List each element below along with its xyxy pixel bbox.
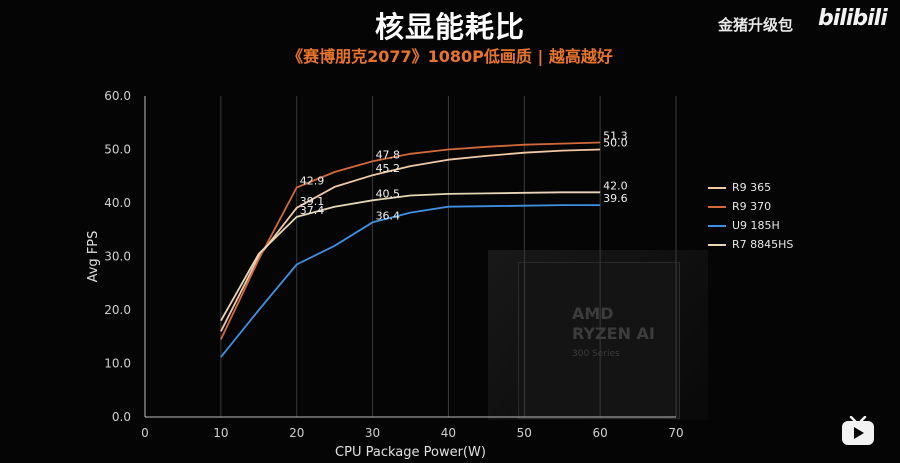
y-tick-label: 30.0 xyxy=(104,250,131,264)
legend-swatch xyxy=(708,186,726,189)
legend-label: R9 370 xyxy=(732,200,772,213)
page-subtitle: 《赛博朋克2077》1080P低画质 | 越高越好 xyxy=(287,47,613,66)
y-tick-label: 50.0 xyxy=(104,143,131,157)
x-tick-label: 30 xyxy=(365,426,380,440)
chip-model: RYZEN AI xyxy=(572,324,655,343)
page-title: 核显能耗比 xyxy=(374,10,525,44)
x-tick-label: 60 xyxy=(593,426,608,440)
data-label: 39.1 xyxy=(300,195,325,208)
x-tick-label: 10 xyxy=(213,426,228,440)
legend-label: R9 365 xyxy=(732,181,772,194)
data-label: 36.4 xyxy=(376,209,401,222)
data-label: 47.8 xyxy=(376,148,401,161)
data-label: 37.4 xyxy=(300,204,325,217)
y-tick-label: 60.0 xyxy=(104,89,131,103)
chip-series: 300 Series xyxy=(572,349,620,359)
y-axis-label: Avg FPS xyxy=(86,231,101,283)
legend-item: U9 185H xyxy=(708,216,793,235)
chip-brand: AMD xyxy=(572,304,614,323)
series-line-r9-365 xyxy=(220,148,601,332)
legend-label: U9 185H xyxy=(732,219,780,232)
series-line-u9-185h xyxy=(220,204,601,358)
legend-item: R7 8845HS xyxy=(708,235,793,254)
y-tick-label: 10.0 xyxy=(104,357,131,371)
x-axis-label: CPU Package Power(W) xyxy=(335,445,486,460)
data-label: 51.3 xyxy=(603,130,628,143)
legend-item: R9 370 xyxy=(708,197,793,216)
data-label: 50.0 xyxy=(603,137,628,150)
tv-play-icon[interactable] xyxy=(840,416,876,448)
x-tick-label: 0 xyxy=(141,426,149,440)
legend-item: R9 365 xyxy=(708,178,793,197)
data-label: 45.2 xyxy=(376,162,401,175)
chart-legend: R9 365 R9 370 U9 185H R7 8845HS xyxy=(708,178,793,254)
data-label: 39.6 xyxy=(603,192,628,205)
legend-swatch xyxy=(708,243,726,246)
x-tick-label: 50 xyxy=(517,426,532,440)
legend-swatch xyxy=(708,205,726,208)
x-tick-label: 20 xyxy=(289,426,304,440)
chip-label: AMD RYZEN AI 300 Series xyxy=(572,304,655,364)
x-tick-label: 40 xyxy=(441,426,456,440)
series-line-r7-8845hs xyxy=(220,191,601,322)
uploader-watermark: 金猪升级包 xyxy=(718,16,794,34)
data-label: 42.0 xyxy=(603,179,628,192)
data-label: 40.5 xyxy=(376,187,401,200)
x-tick-label: 70 xyxy=(668,426,683,440)
chip-photo xyxy=(518,262,680,419)
data-label: 42.9 xyxy=(300,174,325,187)
y-tick-label: 0.0 xyxy=(112,410,131,424)
legend-swatch xyxy=(708,224,726,227)
legend-label: R7 8845HS xyxy=(732,238,794,251)
bilibili-logo: bilibili xyxy=(818,6,888,31)
y-tick-label: 20.0 xyxy=(104,303,131,317)
series-line-r9-370 xyxy=(220,141,601,340)
y-tick-label: 40.0 xyxy=(104,196,131,210)
